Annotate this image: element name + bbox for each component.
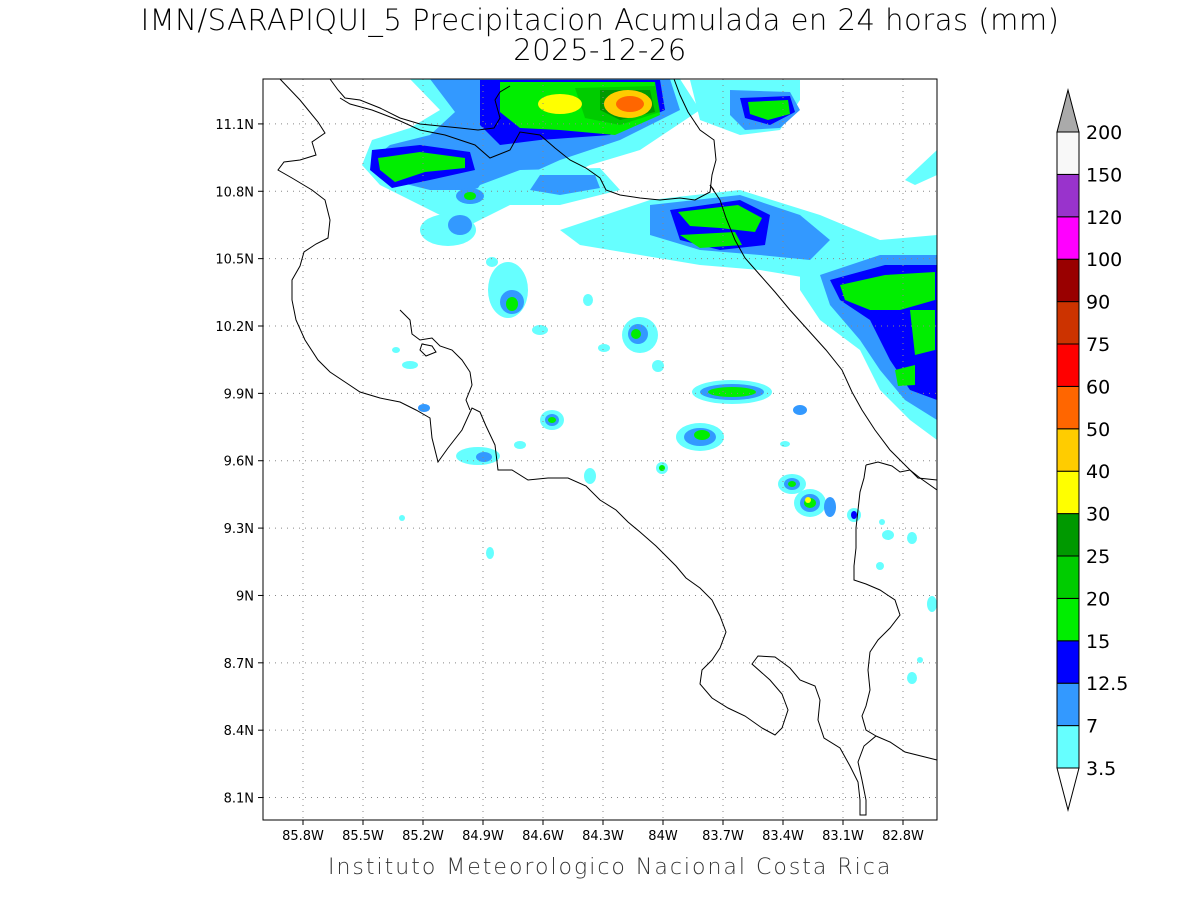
colorbar-label: 25 — [1086, 546, 1110, 568]
longitude-ticks: 85.8W 85.5W 85.2W 84.9W 84.6W 84.3W 84W 83.7W 83… — [282, 820, 924, 844]
lat-tick-label: 10.2N — [215, 320, 254, 335]
colorbar-label: 40 — [1086, 461, 1110, 483]
lat-tick-label: 10.5N — [215, 253, 254, 268]
colorbar-label: 7 — [1086, 716, 1098, 738]
colorbar-swatch — [1056, 131, 1080, 175]
lon-tick-label: 83.7W — [702, 829, 744, 844]
colorbar-swatch — [1056, 428, 1080, 472]
latitude-ticks: 11.1N 10.8N 10.5N 10.2N 9.9N 9.6N 9.3N 9N 8.7N 8.… — [215, 118, 263, 807]
credit-text: Instituto Meteorologico Nacional Costa R… — [328, 855, 893, 880]
lon-tick-label: 84W — [648, 829, 678, 844]
colorbar-swatch — [1056, 640, 1080, 684]
colorbar-under-triangle — [1056, 767, 1080, 812]
colorbar-swatch — [1056, 343, 1080, 387]
colorbar-swatch — [1056, 725, 1080, 769]
lon-tick-label: 84.3W — [582, 829, 624, 844]
colorbar-label: 100 — [1086, 249, 1122, 271]
lat-tick-label: 10.8N — [215, 185, 254, 200]
colorbar-label: 3.5 — [1086, 758, 1116, 780]
colorbar-swatch — [1056, 258, 1080, 303]
colorbar-swatch — [1056, 173, 1080, 218]
colorbar-swatch — [1056, 555, 1080, 599]
colorbar-label: 200 — [1086, 122, 1122, 144]
colorbar: 3.5 7 12.5 15 20 25 30 40 50 60 75 90 100 120 150 200 — [1056, 88, 1128, 812]
colorbar-swatch — [1056, 216, 1080, 260]
colorbar-swatch — [1056, 470, 1080, 515]
lon-tick-label: 83.4W — [762, 829, 804, 844]
colorbar-label: 90 — [1086, 292, 1110, 314]
colorbar-label: 12.5 — [1086, 673, 1128, 695]
lon-tick-label: 82.8W — [882, 829, 924, 844]
lon-tick-label: 84.9W — [462, 829, 504, 844]
lat-tick-label: 9.6N — [224, 455, 254, 470]
coastlines — [277, 79, 937, 816]
colorbar-label: 30 — [1086, 504, 1110, 526]
colorbar-label: 20 — [1086, 588, 1110, 610]
lon-tick-label: 85.2W — [402, 829, 444, 844]
lat-tick-label: 8.4N — [224, 724, 254, 739]
lat-tick-label: 8.7N — [224, 657, 254, 672]
colorbar-swatch — [1056, 682, 1080, 727]
colorbar-over-triangle — [1056, 88, 1080, 133]
colorbar-swatch — [1056, 301, 1080, 345]
precipitation-field — [362, 79, 937, 684]
lon-tick-label: 85.5W — [342, 829, 384, 844]
lat-tick-label: 8.1N — [224, 792, 254, 807]
lon-tick-label: 83.1W — [822, 829, 864, 844]
map-date: 2025-12-26 — [513, 33, 687, 67]
colorbar-label: 150 — [1086, 164, 1122, 186]
lat-tick-label: 9.9N — [224, 387, 254, 402]
colorbar-label: 60 — [1086, 376, 1110, 398]
lat-tick-label: 9N — [236, 589, 254, 604]
lon-tick-label: 85.8W — [282, 829, 324, 844]
colorbar-label: 120 — [1086, 207, 1122, 229]
lon-tick-label: 84.6W — [522, 829, 564, 844]
colorbar-swatch — [1056, 513, 1080, 557]
colorbar-swatch — [1056, 385, 1080, 430]
colorbar-label: 75 — [1086, 334, 1110, 356]
colorbar-swatch — [1056, 597, 1080, 642]
colorbar-label: 50 — [1086, 419, 1110, 441]
colorbar-label: 15 — [1086, 631, 1110, 653]
lat-tick-label: 9.3N — [224, 522, 254, 537]
map-title: IMN/SARAPIQUI_5 Precipitacion Acumulada … — [140, 3, 1060, 37]
plot-frame — [262, 78, 938, 821]
lat-tick-label: 11.1N — [215, 118, 254, 133]
lat-lon-grid — [263, 79, 937, 820]
